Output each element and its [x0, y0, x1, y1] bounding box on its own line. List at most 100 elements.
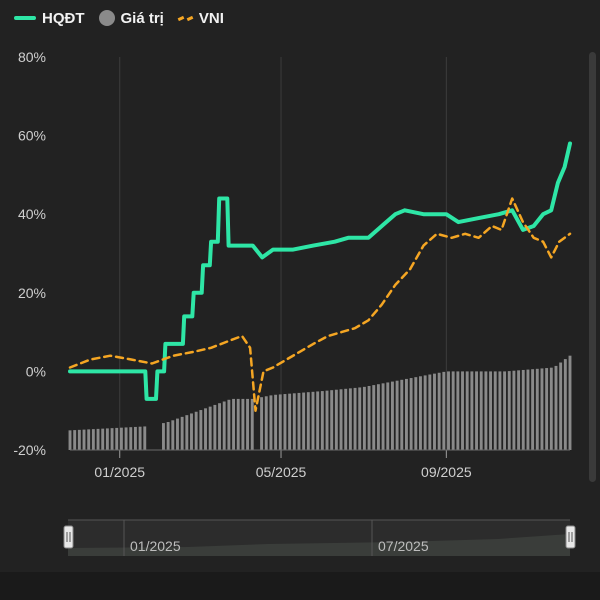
value-bar — [554, 365, 558, 450]
x-tick-label: 09/2025 — [421, 464, 472, 480]
legend-item-hqdt[interactable]: HQĐT — [14, 10, 85, 27]
value-bar — [292, 393, 296, 450]
value-bar — [288, 393, 292, 450]
value-bar — [507, 371, 511, 450]
value-bar — [110, 428, 114, 450]
value-bar — [180, 416, 184, 450]
value-bar — [283, 394, 287, 450]
y-tick-label: 20% — [18, 285, 46, 301]
navigator-label: 07/2025 — [378, 538, 429, 554]
value-bar — [376, 384, 380, 450]
value-bar — [535, 368, 539, 450]
value-bar — [447, 371, 450, 450]
value-bar — [213, 404, 217, 450]
x-axis: 01/2025 05/2025 09/2025 — [70, 449, 570, 480]
legend-item-vni[interactable]: VNI — [177, 9, 224, 27]
value-bar — [316, 391, 320, 450]
value-bar — [367, 385, 371, 450]
value-bar — [400, 379, 404, 450]
value-bar — [423, 375, 427, 450]
value-bar — [330, 390, 334, 450]
value-bar — [204, 408, 207, 450]
navigator-label: 01/2025 — [130, 538, 181, 554]
legend-label-gia-tri: Giá trị — [120, 9, 164, 27]
value-bar — [493, 371, 497, 450]
value-bar — [260, 397, 264, 450]
series-lines — [68, 141, 572, 412]
legend-swatch-hqdt — [14, 16, 36, 20]
value-bar — [428, 374, 432, 450]
value-bar — [512, 370, 516, 450]
value-bar — [353, 387, 357, 450]
value-bar — [405, 378, 408, 450]
vertical-scrollbar[interactable] — [589, 52, 596, 482]
value-bar — [563, 359, 567, 450]
value-bar — [185, 415, 189, 450]
y-axis: 80% 60% 40% 20% 0% -20% — [13, 49, 46, 458]
value-bar — [115, 427, 119, 450]
legend-label-hqdt: HQĐT — [42, 9, 85, 27]
value-bar — [526, 369, 530, 450]
value-bar — [503, 371, 507, 450]
x-tick-label: 05/2025 — [256, 464, 307, 480]
value-bar — [470, 371, 474, 450]
value-bar — [395, 380, 399, 450]
value-bars — [68, 355, 572, 450]
value-bar — [119, 427, 123, 450]
value-bar — [498, 371, 502, 450]
series-line-hqdt — [68, 141, 572, 401]
value-bar — [433, 373, 436, 450]
value-bar — [77, 429, 81, 450]
value-bar — [559, 362, 563, 450]
value-bar — [171, 420, 175, 450]
value-bar — [129, 427, 133, 450]
value-bar — [96, 428, 100, 450]
value-bar — [386, 382, 390, 450]
value-bar — [456, 371, 460, 450]
y-tick-label: 80% — [18, 49, 46, 65]
value-bar — [484, 371, 488, 450]
value-bar — [297, 392, 301, 450]
value-bar — [390, 381, 394, 450]
range-navigator: 01/2025 07/2025 — [63, 519, 576, 556]
value-bar — [82, 429, 86, 450]
value-bar — [306, 392, 310, 450]
value-bar — [479, 371, 483, 450]
value-bar — [568, 355, 572, 450]
value-bar — [339, 389, 343, 450]
navigator-handle-left[interactable] — [63, 525, 74, 549]
value-bar — [320, 391, 324, 450]
value-bar — [442, 371, 446, 450]
value-bar — [264, 396, 268, 450]
value-bar — [475, 371, 478, 450]
value-bar — [540, 368, 544, 450]
value-bar — [176, 418, 179, 450]
value-bar — [124, 427, 128, 450]
bottom-bar — [0, 572, 600, 600]
value-bar — [517, 370, 521, 450]
value-bar — [414, 377, 418, 450]
value-bar — [91, 429, 95, 450]
navigator-area — [68, 534, 570, 556]
value-bar — [222, 401, 226, 450]
legend-item-gia-tri[interactable]: Giá trị — [98, 9, 164, 27]
value-bar — [166, 421, 170, 450]
value-bar — [344, 388, 348, 450]
value-bar — [87, 429, 91, 450]
value-bar — [73, 430, 77, 450]
value-bar — [133, 426, 137, 450]
value-bar — [334, 389, 338, 450]
value-bar — [250, 398, 254, 450]
value-bar — [325, 390, 329, 450]
value-bar — [437, 372, 441, 450]
value-bar — [105, 428, 109, 450]
legend-label-vni: VNI — [198, 9, 224, 27]
value-bar — [419, 376, 422, 450]
value-bar — [549, 367, 553, 450]
value-bar — [348, 388, 352, 450]
value-bar — [358, 387, 362, 450]
value-bar — [101, 428, 105, 450]
navigator-handle-right[interactable] — [565, 525, 576, 549]
x-tick-label: 01/2025 — [94, 464, 145, 480]
